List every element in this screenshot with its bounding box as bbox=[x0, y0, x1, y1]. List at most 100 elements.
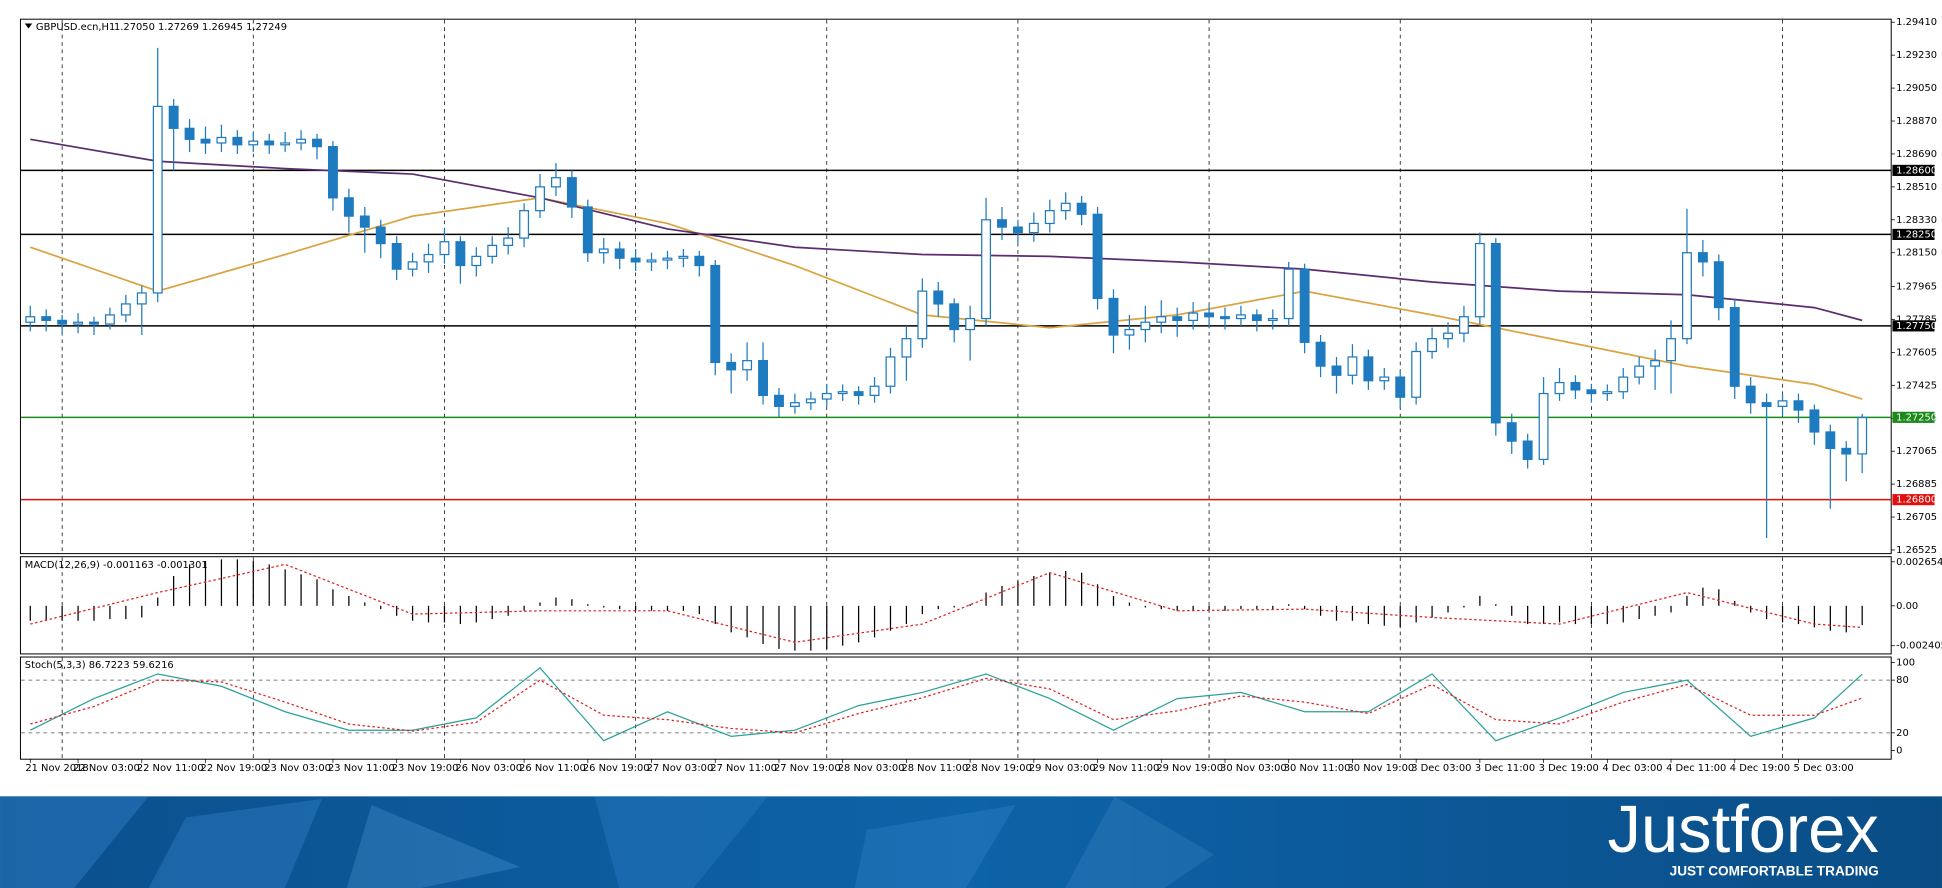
candle-body bbox=[104, 314, 115, 325]
candle-body bbox=[487, 244, 498, 257]
candle-body bbox=[57, 319, 68, 325]
candle-body bbox=[503, 237, 514, 247]
candle-body bbox=[471, 255, 482, 267]
candle-body bbox=[1618, 376, 1629, 393]
candle-body bbox=[997, 219, 1007, 228]
candle-body bbox=[1474, 242, 1485, 318]
candle-body bbox=[1395, 376, 1406, 398]
candle-body bbox=[933, 290, 944, 305]
x-tick-label: 30 Nov 11:00 bbox=[1284, 763, 1351, 774]
y-tick-label: 0.002654 bbox=[1896, 557, 1942, 568]
candle-body bbox=[885, 356, 896, 387]
candle-body bbox=[248, 140, 259, 146]
candle-body bbox=[25, 316, 36, 323]
candle-body bbox=[694, 255, 705, 267]
candle-body bbox=[89, 321, 99, 325]
candle-body bbox=[1204, 312, 1215, 318]
decor bbox=[854, 805, 1016, 888]
candle-body bbox=[566, 177, 577, 208]
candle-body bbox=[1315, 341, 1326, 367]
candle-body bbox=[598, 248, 609, 254]
candle-body bbox=[1172, 316, 1183, 322]
x-tick-label: 4 Dec 19:00 bbox=[1730, 763, 1790, 774]
candle-body bbox=[327, 145, 338, 199]
x-tick-label: 23 Nov 19:00 bbox=[392, 763, 459, 774]
candle-body bbox=[901, 338, 912, 358]
footer: Justforex JUST COMFORTABLE TRADING bbox=[0, 792, 1942, 888]
macd-frame bbox=[19, 556, 1892, 655]
candle-body bbox=[646, 259, 657, 263]
candle-body bbox=[949, 303, 960, 331]
candle-body bbox=[630, 257, 641, 263]
x-tick-label: 5 Dec 03:00 bbox=[1794, 763, 1854, 774]
x-tick-label: 21 Nov 2018 bbox=[25, 763, 88, 774]
candle-body bbox=[1522, 440, 1533, 461]
candle-body bbox=[662, 257, 673, 261]
y-tick-label: 1.26705 bbox=[1896, 512, 1937, 523]
candle-body bbox=[1347, 356, 1358, 376]
macd-signal bbox=[30, 563, 1863, 643]
candle-body bbox=[710, 264, 721, 364]
x-tick-label: 27 Nov 11:00 bbox=[710, 763, 777, 774]
y-tick-label: 1.27425 bbox=[1896, 380, 1937, 391]
candle-body bbox=[296, 138, 307, 144]
y-tick-label: 1.28690 bbox=[1896, 149, 1937, 160]
y-tick-label: 1.28870 bbox=[1896, 116, 1937, 127]
level-label-box bbox=[1892, 164, 1935, 176]
candle-body bbox=[1666, 338, 1676, 362]
candle-body bbox=[152, 105, 163, 294]
y-tick-label: 80 bbox=[1896, 675, 1909, 686]
candle-body bbox=[981, 219, 992, 320]
candle-body bbox=[184, 127, 195, 140]
candle-body bbox=[136, 292, 147, 305]
candle-body bbox=[1490, 242, 1501, 424]
candle-body bbox=[41, 316, 52, 322]
candle-body bbox=[1267, 317, 1278, 322]
candle-body bbox=[965, 317, 976, 331]
candle-body bbox=[343, 197, 354, 217]
x-tick-label: 30 Nov 03:00 bbox=[1220, 763, 1287, 774]
x-tick-label: 23 Nov 03:00 bbox=[264, 763, 331, 774]
candle-body bbox=[853, 391, 864, 397]
candle-body bbox=[1602, 391, 1613, 395]
candle-body bbox=[1251, 314, 1262, 322]
x-tick-label: 3 Dec 03:00 bbox=[1411, 763, 1471, 774]
candle-body bbox=[1793, 400, 1804, 411]
candle-body bbox=[264, 140, 275, 146]
y-tick-label: 1.28150 bbox=[1896, 248, 1937, 259]
x-tick-label: 28 Nov 11:00 bbox=[901, 763, 968, 774]
level-label-box bbox=[1892, 411, 1935, 423]
candle-body bbox=[391, 242, 402, 270]
y-tick-label: 1.28510 bbox=[1896, 182, 1937, 193]
candle-body bbox=[1156, 316, 1167, 323]
macd-title: MACD(12,26,9) -0.001163 -0.001301 bbox=[25, 560, 208, 571]
candle-body bbox=[917, 290, 928, 340]
y-tick-label: 1.29050 bbox=[1896, 83, 1937, 94]
candle-body bbox=[216, 136, 227, 144]
x-tick-label: 26 Nov 19:00 bbox=[583, 763, 650, 774]
candle-body bbox=[200, 138, 211, 144]
candle-body bbox=[742, 360, 753, 371]
y-tick-label: 0.00 bbox=[1896, 601, 1918, 612]
candle-body bbox=[1554, 381, 1565, 395]
stoch-signal bbox=[30, 677, 1863, 734]
candle-body bbox=[1012, 226, 1023, 234]
candle-body bbox=[423, 253, 434, 263]
candle-body bbox=[1028, 222, 1039, 234]
candle-body bbox=[1713, 261, 1724, 309]
decor bbox=[346, 805, 521, 888]
x-tick-label: 4 Dec 03:00 bbox=[1602, 763, 1662, 774]
candle-body bbox=[439, 241, 450, 256]
stoch-title: Stoch(5,3,3) 86.7223 59.6216 bbox=[25, 660, 174, 671]
x-tick-label: 22 Nov 11:00 bbox=[137, 763, 204, 774]
candle-body bbox=[1697, 252, 1708, 263]
candle-body bbox=[821, 392, 832, 400]
candle-body bbox=[582, 206, 593, 254]
x-tick-label: 30 Nov 19:00 bbox=[1347, 763, 1414, 774]
candle-body bbox=[789, 402, 800, 407]
candle-body bbox=[1299, 268, 1310, 343]
candle-body bbox=[1857, 416, 1868, 455]
y-tick-label: 1.27785 bbox=[1896, 314, 1937, 325]
candle-body bbox=[869, 385, 880, 397]
